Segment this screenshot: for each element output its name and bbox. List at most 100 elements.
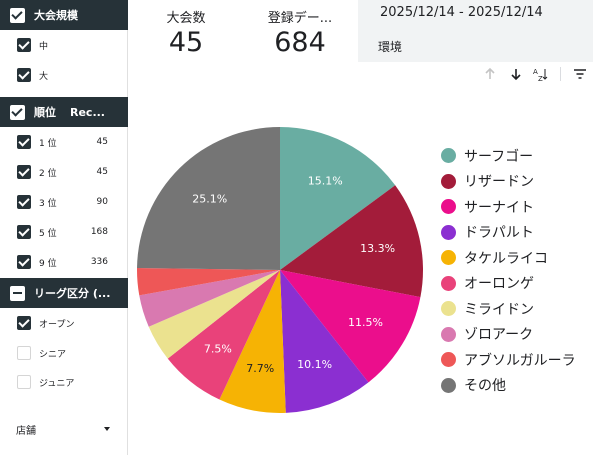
scorecard-registered-data: 登録デー... 684	[244, 0, 356, 62]
pie-slice[interactable]	[167, 270, 280, 400]
checkbox[interactable]	[17, 225, 31, 239]
slice-data-label: 13.3%	[360, 242, 395, 255]
arrow-up-icon[interactable]	[482, 66, 498, 82]
filter-option-rank-9[interactable]: 9 位 336	[0, 247, 128, 277]
legend-label: タケルライコ	[464, 250, 548, 267]
legend-swatch	[441, 224, 456, 240]
scorecard-tournaments: 大会数 45	[130, 0, 242, 62]
option-label: 2 位	[39, 168, 57, 179]
pie-slice[interactable]	[137, 268, 280, 296]
select-all-checkbox[interactable]	[10, 104, 25, 120]
arrow-down-icon[interactable]	[508, 66, 524, 82]
slice-data-label: 10.1%	[297, 358, 332, 371]
legend-swatch	[441, 199, 456, 215]
legend-label: アブソルガルーラ	[464, 352, 576, 369]
filter-option-rank-5[interactable]: 5 位 168	[0, 217, 128, 247]
checkbox[interactable]	[17, 316, 31, 330]
sort-az-icon[interactable]: A Z	[532, 66, 548, 82]
legend-item[interactable]: サーフゴー	[441, 143, 576, 169]
checkbox[interactable]	[17, 68, 31, 82]
checkbox[interactable]	[17, 135, 31, 149]
legend-item[interactable]: サーナイト	[441, 194, 576, 220]
filter-header-league[interactable]: リーグ区分 (...	[0, 278, 128, 308]
filter-option-open[interactable]: オープン	[0, 308, 128, 338]
filter-title: リーグ区分 (...	[34, 287, 111, 300]
filter-option-rank-3[interactable]: 3 位 90	[0, 187, 128, 217]
slice-data-label: 15.1%	[308, 175, 343, 188]
legend-label: サーフゴー	[464, 148, 534, 165]
store-dropdown[interactable]: 店舗	[0, 414, 128, 444]
scorecard-label: 登録デー...	[267, 11, 333, 26]
legend-item[interactable]: ミライドン	[441, 296, 576, 322]
dropdown-label: 店舗	[16, 425, 36, 437]
pie-slice[interactable]	[137, 127, 280, 270]
legend-label: その他	[464, 378, 506, 395]
slice-data-label: 7.7%	[246, 362, 274, 375]
legend-label: リザードン	[464, 174, 534, 191]
legend-swatch	[441, 250, 456, 266]
chart-toolbar: A Z	[482, 66, 592, 82]
checkbox[interactable]	[17, 255, 31, 269]
legend-label: ミライドン	[464, 301, 534, 318]
checkbox[interactable]	[17, 165, 31, 179]
checkbox[interactable]	[17, 375, 31, 389]
filter-header-rank[interactable]: 順位 Rec...	[0, 97, 128, 127]
pie-slice[interactable]	[139, 270, 280, 327]
header-controls: 2025/12/14 - 2025/12/14 環境	[358, 0, 593, 62]
pie-slice[interactable]	[280, 127, 396, 270]
filter-header-size[interactable]: 大会規模	[0, 0, 128, 30]
legend-item[interactable]: その他	[441, 373, 576, 399]
filter-option-large[interactable]: 大	[0, 60, 128, 90]
legend-swatch	[441, 301, 456, 317]
option-label: 9 位	[39, 258, 57, 269]
checkbox[interactable]	[17, 195, 31, 209]
legend-swatch	[441, 377, 456, 393]
pie-slice[interactable]	[219, 270, 286, 413]
option-count: 90	[96, 197, 108, 207]
pie-slice[interactable]	[148, 270, 280, 359]
svg-text:Z: Z	[538, 75, 543, 82]
scorecard-label: 大会数	[166, 11, 206, 26]
option-label: 中	[39, 41, 49, 52]
filter-option-senior[interactable]: シニア	[0, 338, 128, 368]
option-count: 336	[90, 257, 108, 267]
scorecard-value: 45	[168, 27, 204, 58]
filter-option-rank-1[interactable]: 1 位 45	[0, 127, 128, 157]
pie-chart[interactable]: 15.1% 13.3% 11.5% 10.1% 7.7% 7.5% 25.1%	[130, 120, 430, 420]
legend-item[interactable]: ドラパルト	[441, 220, 576, 246]
checkbox[interactable]	[17, 346, 31, 360]
legend-item[interactable]: ゾロアーク	[441, 322, 576, 348]
filter-icon[interactable]	[572, 66, 588, 82]
pie-slice[interactable]	[280, 270, 421, 383]
filter-option-medium[interactable]: 中	[0, 30, 128, 60]
option-count: 168	[90, 227, 108, 237]
option-label: 1 位	[39, 138, 57, 149]
option-count: 45	[96, 137, 108, 147]
legend-item[interactable]: オーロンゲ	[441, 271, 576, 297]
filter-option-rank-2[interactable]: 2 位 45	[0, 157, 128, 187]
slice-data-label: 11.5%	[348, 316, 383, 329]
legend-swatch	[441, 275, 456, 291]
filter-column-header: Rec...	[70, 105, 105, 119]
legend-swatch	[441, 326, 456, 342]
legend-swatch	[441, 148, 456, 164]
date-range-picker[interactable]: 2025/12/14 - 2025/12/14	[380, 5, 543, 20]
legend-item[interactable]: アブソルガルーラ	[441, 347, 576, 373]
legend-label: オーロンゲ	[464, 276, 534, 293]
select-all-checkbox[interactable]	[10, 7, 25, 23]
slice-data-label: 25.1%	[192, 193, 227, 206]
legend-swatch	[441, 352, 456, 368]
filter-title: 大会規模	[34, 9, 78, 22]
legend-item[interactable]: タケルライコ	[441, 245, 576, 271]
legend-label: ゾロアーク	[464, 327, 534, 344]
pie-slice[interactable]	[280, 270, 369, 413]
pie-slice[interactable]	[280, 185, 423, 298]
slice-data-label: 7.5%	[204, 342, 232, 355]
chart-legend: サーフゴーリザードンサーナイトドラパルトタケルライコ オーロンゲミライドンゾロアー…	[441, 143, 576, 398]
checkbox[interactable]	[17, 38, 31, 52]
option-label: 大	[39, 71, 49, 82]
filter-option-junior[interactable]: ジュニア	[0, 367, 128, 397]
select-all-checkbox[interactable]	[10, 285, 25, 301]
legend-label: サーナイト	[464, 199, 534, 216]
legend-item[interactable]: リザードン	[441, 169, 576, 195]
